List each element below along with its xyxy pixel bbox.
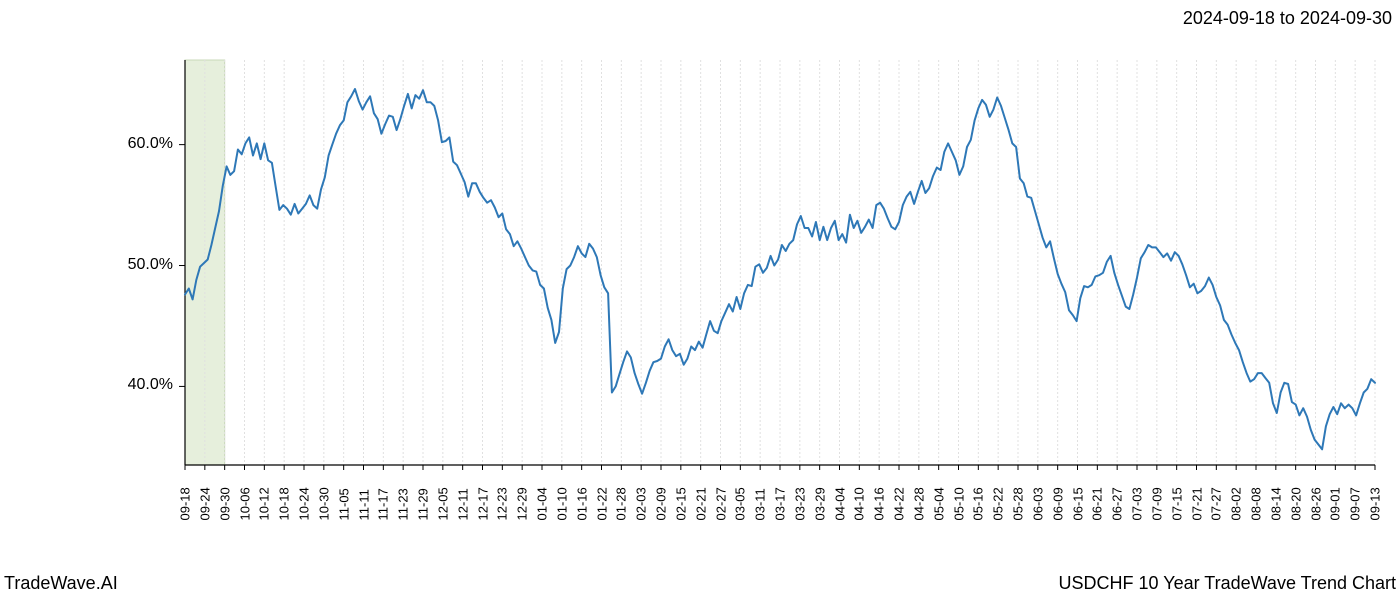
y-tick-label: 50.0% (103, 256, 173, 274)
footer-title: USDCHF 10 Year TradeWave Trend Chart (1059, 573, 1396, 594)
x-tick-label: 02-09 (654, 481, 669, 521)
y-tick-label: 40.0% (103, 376, 173, 394)
x-tick-label: 06-15 (1070, 481, 1085, 521)
x-tick-label: 10-12 (257, 481, 272, 521)
x-tick-label: 11-05 (336, 481, 351, 521)
x-tick-label: 04-04 (832, 481, 847, 521)
x-tick-label: 05-16 (971, 481, 986, 521)
x-tick-label: 09-30 (217, 481, 232, 521)
x-tick-label: 05-28 (1011, 481, 1026, 521)
x-tick-label: 09-13 (1368, 481, 1383, 521)
x-tick-label: 03-11 (753, 481, 768, 521)
x-tick-label: 01-04 (535, 481, 550, 521)
x-tick-label: 02-27 (713, 481, 728, 521)
x-tick-label: 09-01 (1328, 481, 1343, 521)
x-tick-label: 01-22 (594, 481, 609, 521)
x-tick-label: 03-23 (792, 481, 807, 521)
x-tick-label: 06-21 (1090, 481, 1105, 521)
chart-container: 2024-09-18 to 2024-09-30 40.0% 50.0% 60.0%… (0, 0, 1400, 600)
x-tick-label: 04-28 (911, 481, 926, 521)
x-tick-label: 07-09 (1149, 481, 1164, 521)
x-tick-label: 10-06 (237, 481, 252, 521)
x-tick-label: 11-11 (356, 481, 371, 521)
x-tick-label: 12-23 (495, 481, 510, 521)
x-tick-label: 01-16 (574, 481, 589, 521)
x-tick-label: 12-17 (475, 481, 490, 521)
footer-brand: TradeWave.AI (4, 573, 118, 594)
x-tick-label: 11-23 (396, 481, 411, 521)
x-tick-label: 11-29 (416, 481, 431, 521)
y-tick-label: 60.0% (103, 135, 173, 153)
date-range-label: 2024-09-18 to 2024-09-30 (1183, 8, 1392, 29)
x-tick-label: 12-05 (435, 481, 450, 521)
x-tick-label: 10-24 (297, 481, 312, 521)
x-tick-label: 02-15 (673, 481, 688, 521)
x-tick-label: 11-17 (376, 481, 391, 521)
x-tick-label: 05-22 (991, 481, 1006, 521)
x-tick-label: 08-02 (1229, 481, 1244, 521)
x-tick-label: 03-17 (773, 481, 788, 521)
x-tick-label: 12-29 (515, 481, 530, 521)
x-tick-label: 03-05 (733, 481, 748, 521)
x-tick-label: 03-29 (812, 481, 827, 521)
x-tick-label: 04-10 (852, 481, 867, 521)
x-tick-label: 07-15 (1169, 481, 1184, 521)
x-tick-label: 02-03 (634, 481, 649, 521)
x-tick-label: 06-03 (1030, 481, 1045, 521)
x-tick-label: 06-27 (1110, 481, 1125, 521)
x-tick-label: 05-10 (951, 481, 966, 521)
x-tick-label: 10-18 (277, 481, 292, 521)
x-tick-label: 05-04 (931, 481, 946, 521)
x-tick-label: 02-21 (693, 481, 708, 521)
x-tick-label: 12-11 (455, 481, 470, 521)
x-tick-label: 08-26 (1308, 481, 1323, 521)
x-tick-label: 07-27 (1209, 481, 1224, 521)
x-tick-label: 09-24 (197, 481, 212, 521)
x-tick-label: 08-08 (1249, 481, 1264, 521)
x-tick-label: 04-16 (872, 481, 887, 521)
x-tick-label: 08-20 (1288, 481, 1303, 521)
x-tick-label: 01-10 (554, 481, 569, 521)
x-tick-label: 07-21 (1189, 481, 1204, 521)
x-tick-label: 09-18 (178, 481, 193, 521)
x-tick-label: 04-22 (892, 481, 907, 521)
x-tick-label: 07-03 (1130, 481, 1145, 521)
x-tick-label: 01-28 (614, 481, 629, 521)
x-tick-label: 08-14 (1268, 481, 1283, 521)
x-tick-label: 09-07 (1348, 481, 1363, 521)
x-tick-label: 10-30 (316, 481, 331, 521)
x-tick-label: 06-09 (1050, 481, 1065, 521)
